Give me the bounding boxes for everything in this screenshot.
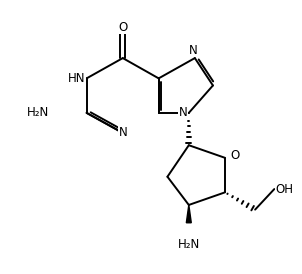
Text: OH: OH (276, 182, 294, 196)
Polygon shape (186, 205, 191, 223)
Text: O: O (118, 21, 127, 34)
Text: H₂N: H₂N (27, 106, 50, 119)
Text: HN: HN (68, 72, 85, 85)
Text: O: O (230, 149, 239, 162)
Text: H₂N: H₂N (178, 238, 200, 251)
Text: N: N (118, 126, 127, 139)
Text: N: N (189, 44, 198, 57)
Text: N: N (179, 106, 188, 119)
